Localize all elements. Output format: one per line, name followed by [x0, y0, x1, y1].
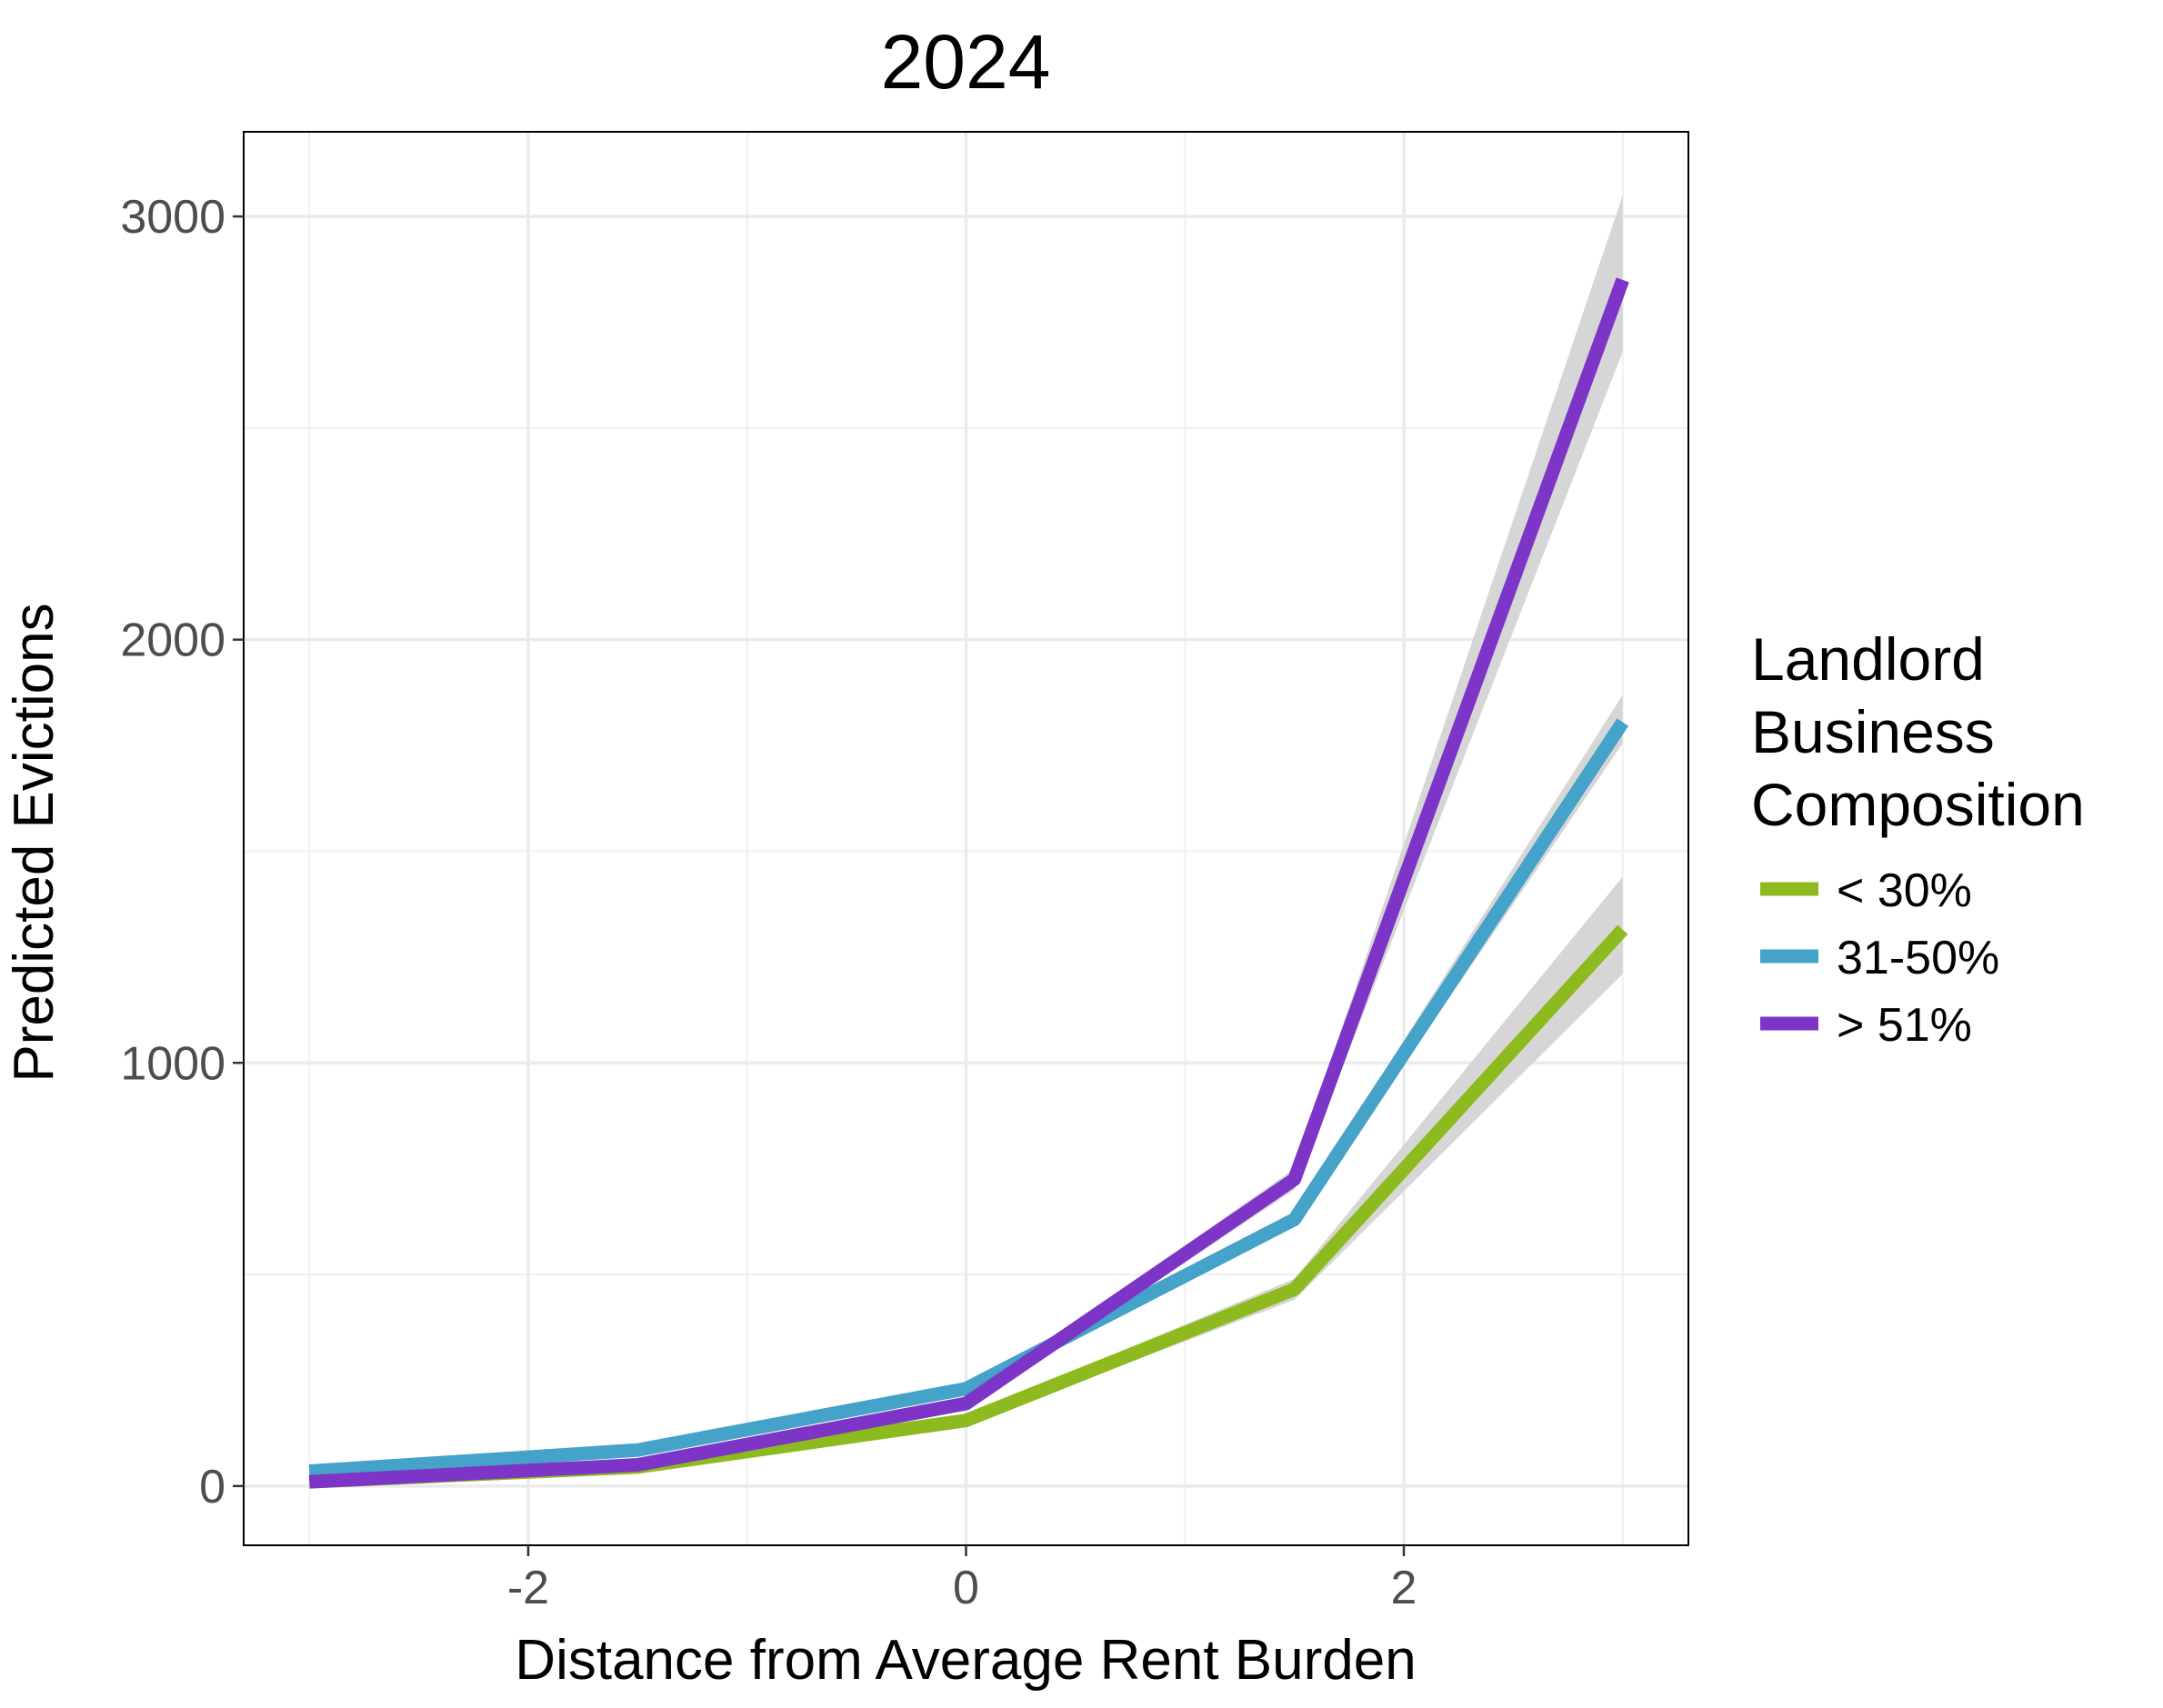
x-tick-label: 0	[953, 1562, 979, 1614]
y-axis-title: Predicted Evictions	[3, 603, 65, 1082]
legend-title-line: Landlord	[1751, 625, 1985, 693]
legend-label: 31-50%	[1837, 932, 1999, 984]
legend-title-line: Composition	[1751, 771, 2085, 838]
x-tick-label: 2	[1391, 1562, 1417, 1614]
series-line	[308, 718, 1629, 1479]
tick-labels: -2 0 2 0 1000 2000 3000	[120, 191, 1417, 1614]
axis-ticks	[233, 215, 1406, 1556]
legend-title-line: Business	[1751, 698, 1995, 765]
y-tick-label: 0	[199, 1461, 225, 1513]
y-tick-label: 2000	[120, 614, 225, 667]
series-line	[308, 277, 1629, 1489]
y-tick-label: 3000	[120, 191, 225, 244]
x-tick-label: -2	[507, 1562, 549, 1614]
chart-title: 2024	[881, 19, 1051, 105]
legend-label: > 51%	[1837, 999, 1972, 1052]
series-lines	[308, 277, 1629, 1489]
x-axis-title: Distance from Average Rent Burden	[515, 1629, 1416, 1692]
legend-label: < 30%	[1837, 864, 1972, 917]
grid	[244, 132, 1688, 1545]
y-tick-label: 1000	[120, 1037, 225, 1090]
